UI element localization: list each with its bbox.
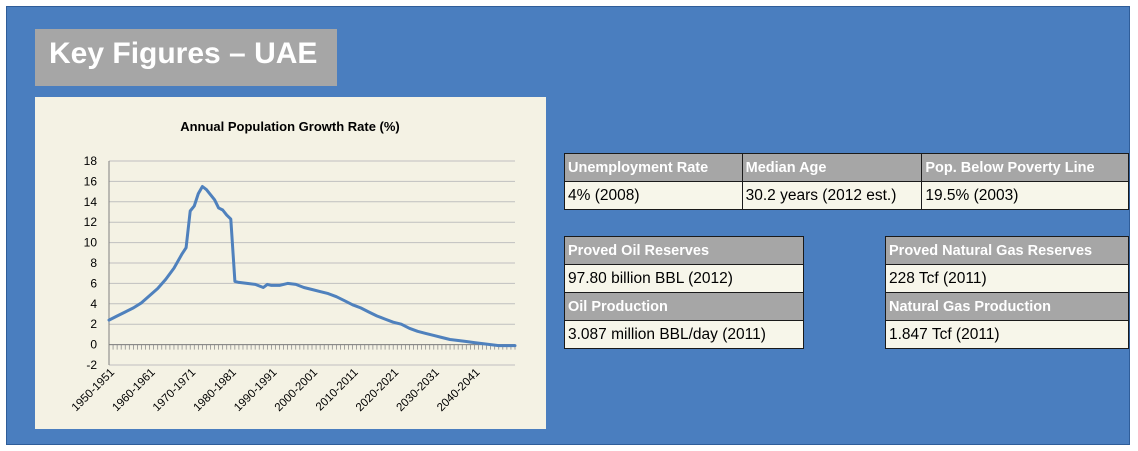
y-tick-label: 0 bbox=[90, 338, 97, 352]
gas-reserves-value: 228 Tcf (2011) bbox=[885, 264, 1129, 293]
y-tick-label: 8 bbox=[90, 256, 97, 270]
oil-reserves-label: Proved Oil Reserves bbox=[564, 236, 804, 265]
x-tick-label: 2000-2001 bbox=[273, 367, 320, 414]
poverty-value: 19.5% (2003) bbox=[921, 181, 1129, 210]
demographics-header-row: Unemployment Rate Median Age Pop. Below … bbox=[564, 153, 1129, 182]
x-tick-label: 2020-2021 bbox=[354, 367, 401, 414]
oil-production-label: Oil Production bbox=[564, 292, 804, 321]
demographics-table: Unemployment Rate Median Age Pop. Below … bbox=[564, 153, 1129, 210]
slide-title: Key Figures – UAE bbox=[49, 37, 318, 70]
chart-panel: Annual Population Growth Rate (%) -2 0 2 4 6… bbox=[35, 97, 546, 429]
oil-production-value: 3.087 million BBL/day (2011) bbox=[564, 320, 804, 349]
x-tick-label: 2040-2041 bbox=[435, 367, 482, 414]
demographics-value-row: 4% (2008) 30.2 years (2012 est.) 19.5% (… bbox=[564, 181, 1129, 210]
median-age-header: Median Age bbox=[741, 153, 923, 182]
gas-reserves-label: Proved Natural Gas Reserves bbox=[885, 236, 1129, 265]
slide-background: Key Figures – UAE Annual Population Grow… bbox=[6, 6, 1130, 445]
y-tick-label: 4 bbox=[90, 297, 97, 311]
y-tick-label: 12 bbox=[84, 215, 98, 229]
y-axis-ticks: -2 0 2 4 6 8 10 12 14 16 18 bbox=[84, 154, 98, 372]
oil-table: Proved Oil Reserves 97.80 billion BBL (2… bbox=[564, 236, 804, 349]
unemployment-header: Unemployment Rate bbox=[564, 153, 743, 182]
gridlines bbox=[108, 160, 515, 366]
series-layer bbox=[107, 185, 517, 348]
y-tick-label: 14 bbox=[84, 195, 98, 209]
chart-title: Annual Population Growth Rate (%) bbox=[180, 119, 400, 134]
gas-table: Proved Natural Gas Reserves 228 Tcf (201… bbox=[885, 236, 1129, 349]
x-axis-ticks bbox=[108, 344, 516, 350]
x-tick-label: 1950-1951 bbox=[70, 367, 117, 414]
gas-production-label: Natural Gas Production bbox=[885, 292, 1129, 321]
title-box: Key Figures – UAE bbox=[35, 29, 337, 86]
x-tick-label: 1970-1971 bbox=[151, 367, 198, 414]
y-tick-label: 18 bbox=[84, 154, 98, 168]
series-line bbox=[107, 185, 517, 348]
poverty-header: Pop. Below Poverty Line bbox=[921, 153, 1129, 182]
y-tick-label: 6 bbox=[90, 276, 97, 290]
x-tick-label: 2030-2031 bbox=[395, 367, 442, 414]
x-tick-label: 1960-1961 bbox=[110, 367, 157, 414]
x-tick-label: 1980-1981 bbox=[192, 367, 239, 414]
population-growth-chart: Annual Population Growth Rate (%) -2 0 2 4 6… bbox=[70, 119, 517, 414]
oil-reserves-value: 97.80 billion BBL (2012) bbox=[564, 264, 804, 293]
x-tick-label: 1990-1991 bbox=[232, 367, 279, 414]
x-axis-labels: 1950-19511960-19611970-19711980-19811990… bbox=[70, 367, 483, 414]
y-tick-label: 2 bbox=[90, 317, 97, 331]
y-tick-label: -2 bbox=[86, 358, 97, 372]
y-tick-label: 16 bbox=[84, 174, 98, 188]
y-tick-label: 10 bbox=[84, 236, 98, 250]
median-age-value: 30.2 years (2012 est.) bbox=[741, 181, 923, 210]
unemployment-value: 4% (2008) bbox=[564, 181, 743, 210]
gas-production-value: 1.847 Tcf (2011) bbox=[885, 320, 1129, 349]
